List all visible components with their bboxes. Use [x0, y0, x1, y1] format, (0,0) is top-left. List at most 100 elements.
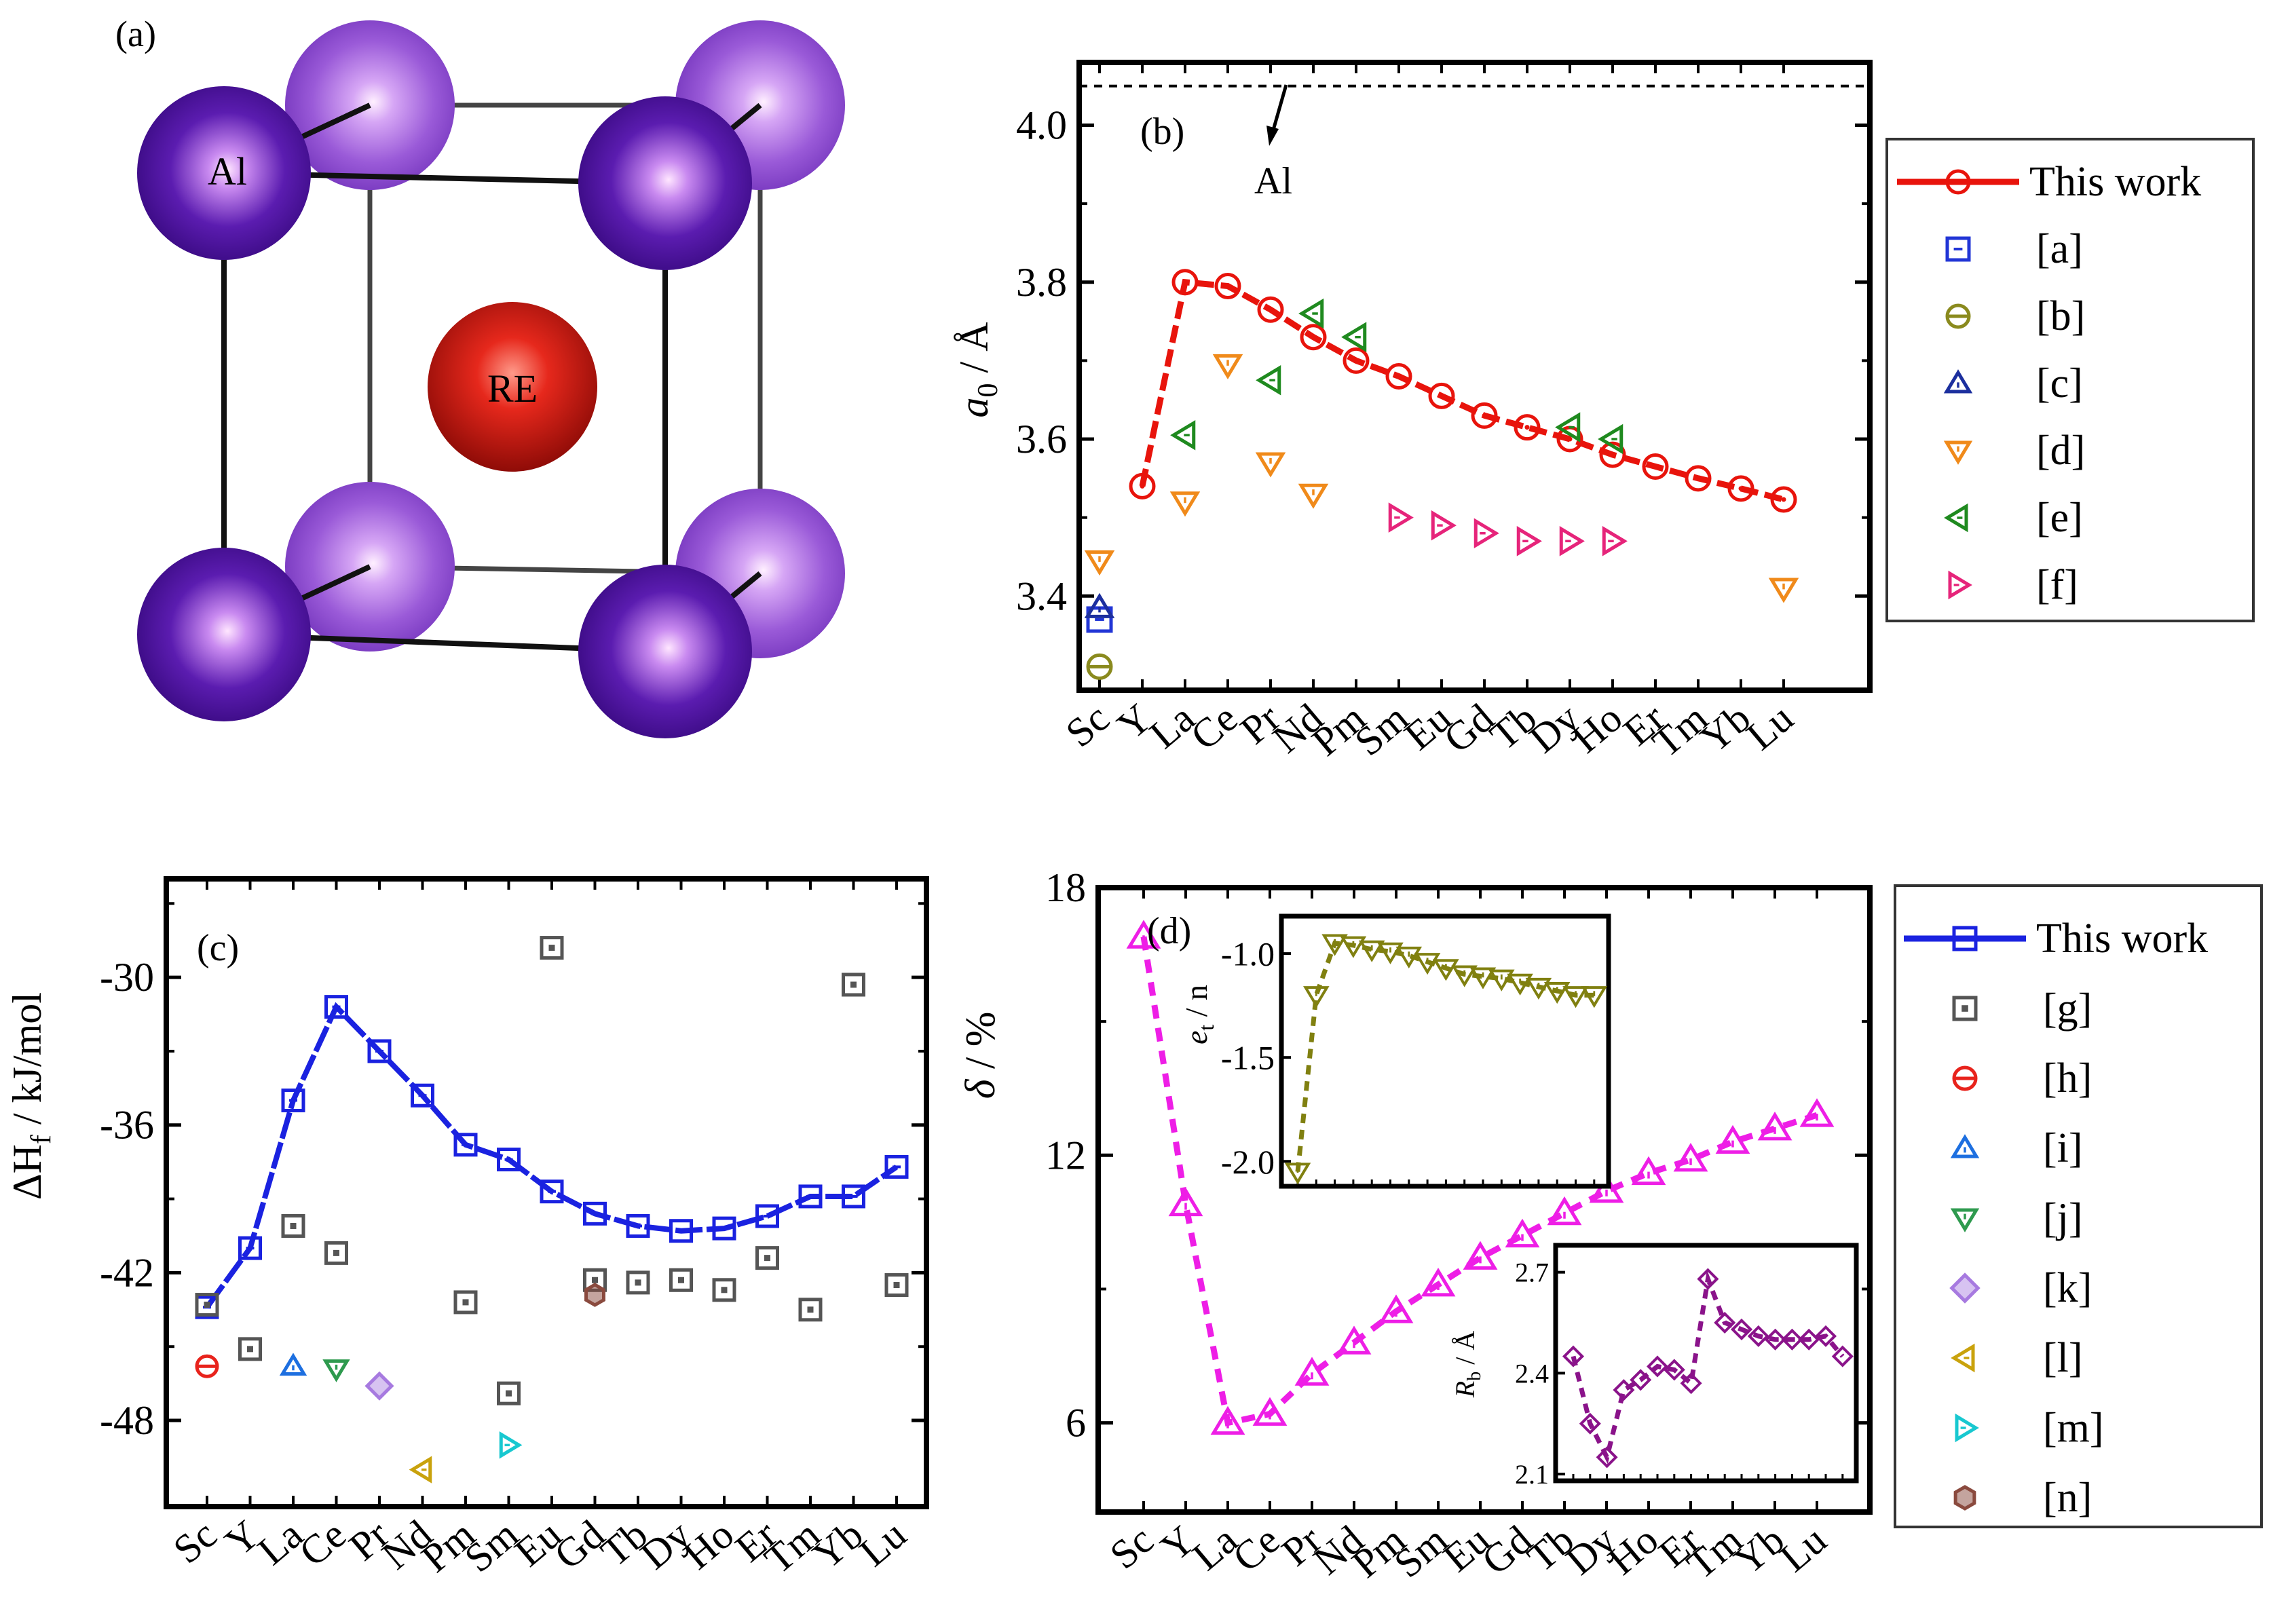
series-this-work-point: [712, 1216, 736, 1241]
series-f-point: [1388, 502, 1414, 533]
legend-b-marker-shape: [1945, 236, 1971, 262]
panel-b-xtick-label-Ce: Ce: [1182, 695, 1245, 758]
inset-top-point-shape: [1284, 1163, 1311, 1185]
series-f-point-shape: [1516, 526, 1542, 556]
series-j-point: [322, 1359, 350, 1382]
inset-top-point: [1451, 965, 1478, 987]
panel-c-xtick-label-Sc: Sc: [165, 1511, 225, 1572]
series-this-work-point-shape: [367, 1039, 392, 1063]
series-this-work-point: [669, 1219, 693, 1243]
inset-bottom-point: [1596, 1446, 1618, 1469]
inset-top-point: [1562, 986, 1589, 1008]
al-reference-arrow: [1266, 84, 1288, 146]
series-delta-point-shape: [1631, 1156, 1666, 1186]
series-g-point: [884, 1273, 909, 1298]
series-g-eu-point: [540, 936, 564, 960]
panel-c-label: (c): [197, 927, 239, 969]
panel-d-ytick-label: 6: [1066, 1401, 1086, 1446]
panel-c-y-axis-label: ΔHf / kJ/mol: [5, 992, 57, 1200]
legend-b-marker-shape: [1943, 440, 1973, 465]
series-g-point-dot: [592, 1277, 598, 1283]
legend-d-marker-shape: [1950, 1134, 1980, 1158]
inset-top-point: [1488, 969, 1515, 992]
panel-d-xtick-label-Ce: Ce: [1224, 1517, 1288, 1580]
series-d-point-shape: [1169, 491, 1201, 517]
inset-bottom-point-shape: [1831, 1345, 1854, 1367]
inset-bottom-point: [1697, 1268, 1719, 1290]
series-g-point-shape: [798, 1298, 823, 1322]
inset-bottom-line: [1571, 1270, 1845, 1465]
panel-b-xtick-label-Ho: Ho: [1564, 695, 1631, 761]
series-g-point-shape: [195, 1293, 219, 1317]
series-g-point: [755, 1246, 779, 1270]
legend-b-label: This work: [2029, 159, 2201, 205]
series-e-point: [1598, 423, 1624, 455]
inset-bottom-point: [1630, 1369, 1652, 1391]
series-this-work-point: [884, 1154, 909, 1179]
series-g-point-dot: [635, 1279, 641, 1286]
series-this-work-point-shape: [324, 995, 348, 1019]
panel-c-ytick-label: -42: [100, 1250, 154, 1295]
series-f-point: [1602, 526, 1628, 556]
inset-top-point: [1414, 953, 1441, 975]
series-delta-point: [1505, 1218, 1540, 1248]
al-atom-front-top-right: [578, 96, 752, 270]
series-g-point: [453, 1290, 478, 1315]
series-this-work-point-shape: [842, 1184, 865, 1209]
inset-bottom-ytick-label: 2.4: [1515, 1358, 1549, 1389]
series-g-point-dot: [678, 1277, 684, 1283]
legend-d-label: [g]: [2043, 985, 2092, 1032]
legend-b-frame: [1885, 138, 2255, 622]
series-this-work-point: [1385, 363, 1412, 390]
series-g-point-dot: [721, 1287, 728, 1293]
series-this-work-point-dot: [1182, 280, 1188, 285]
series-g-point-dot: [850, 981, 857, 988]
series-e-point: [1341, 322, 1367, 352]
series-g-point-dot: [247, 1346, 253, 1353]
series-e-point: [1555, 412, 1581, 442]
inset-bottom-ytick-label: 2.1: [1515, 1459, 1549, 1490]
inset-top-point: [1543, 981, 1571, 1004]
panel-b-label: (b): [1140, 111, 1184, 153]
series-delta-point-shape: [1421, 1267, 1456, 1297]
series-j-point-shape: [322, 1359, 350, 1382]
series-this-work-point-shape: [238, 1236, 262, 1260]
inset-bottom-point: [1562, 1345, 1585, 1367]
series-g-point-dot: [204, 1302, 210, 1308]
series-delta-point: [1252, 1397, 1288, 1426]
series-delta-point: [1673, 1142, 1708, 1172]
series-e-point-shape: [1598, 423, 1624, 455]
legend-d-label: [j]: [2043, 1195, 2083, 1241]
series-this-work-point: [1514, 414, 1541, 441]
inset-top-point-shape: [1562, 986, 1589, 1008]
series-this-work-point-dot: [1311, 335, 1316, 340]
panel-b-plot: 3.43.63.84.0ScYLaCePrNdPmSmEuGdTbDyHoErT…: [1016, 60, 1873, 766]
series-g-point-dot: [333, 1249, 339, 1256]
series-this-work-point-dot: [1781, 497, 1786, 502]
series-d-point: [1298, 483, 1329, 509]
inset-bottom-y-label: Rb / Å: [1450, 1331, 1485, 1399]
series-this-work-point-dot: [1482, 413, 1487, 418]
series-delta-point: [1589, 1173, 1624, 1203]
panel-b-ytick-label: 3.4: [1016, 573, 1067, 618]
inset-bottom-ytick-label: 2.7: [1515, 1258, 1549, 1288]
series-g-point-dot: [506, 1390, 512, 1397]
inset-top-point: [1581, 986, 1608, 1008]
legend-d-marker-shape: [1949, 1272, 1981, 1304]
series-this-work-point: [238, 1236, 262, 1260]
panel-b: a0 / Å 3.43.63.84.0ScYLaCePrNdPmSmEuGdTb…: [952, 60, 2255, 766]
panel-c-ytick-label: -36: [100, 1103, 154, 1148]
panel-d-ytick-label: 12: [1045, 1133, 1086, 1177]
series-this-work-point: [1257, 296, 1284, 323]
inset-top-point-shape: [1525, 977, 1552, 1000]
inset-bottom-point-shape: [1646, 1355, 1669, 1378]
inset-top-ytick-label: -1.0: [1221, 935, 1275, 973]
series-d-point: [1212, 354, 1243, 380]
inset-bottom-point-shape: [1663, 1359, 1685, 1381]
series-g-point: [497, 1381, 521, 1405]
inset-bottom-point-shape: [1680, 1372, 1702, 1395]
inset-top-point: [1358, 940, 1385, 962]
inset-bottom-point-shape: [1814, 1325, 1837, 1347]
series-this-work-point-shape: [1727, 475, 1754, 502]
panel-d-ytick-label: 18: [1045, 865, 1086, 910]
